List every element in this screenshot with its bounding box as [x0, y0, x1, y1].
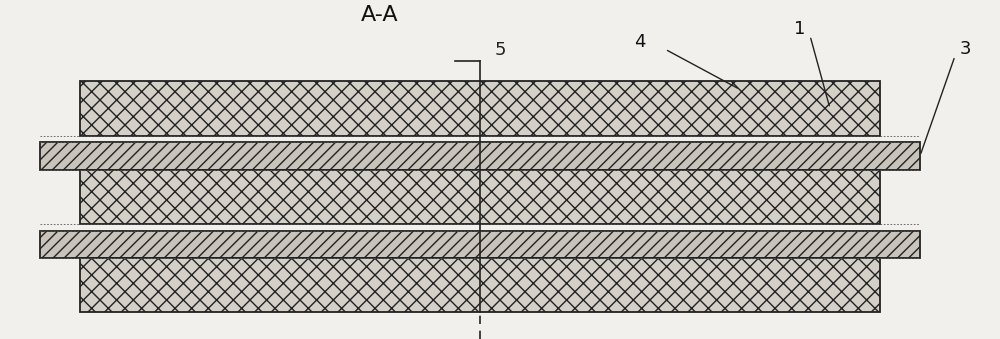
Text: 5: 5 [495, 41, 507, 59]
Bar [40, 231, 920, 258]
Bar [80, 170, 880, 224]
Text: 3: 3 [959, 40, 971, 58]
Text: 1: 1 [794, 20, 806, 38]
Bar [40, 142, 920, 170]
Text: A-A: A-A [361, 5, 399, 25]
Bar [80, 258, 880, 312]
Bar [80, 81, 880, 136]
Text: 4: 4 [634, 33, 646, 52]
